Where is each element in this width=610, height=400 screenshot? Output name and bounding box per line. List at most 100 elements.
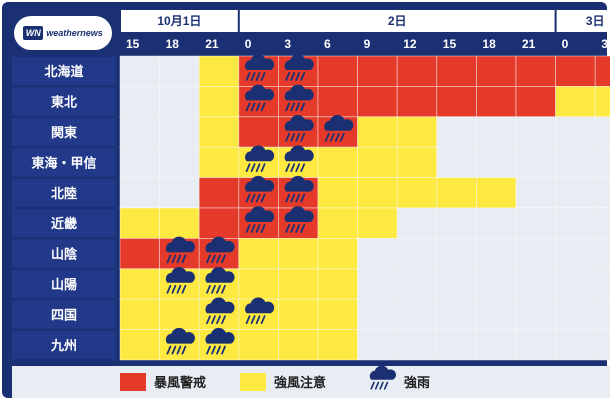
time-tick-label: 21 (205, 37, 219, 51)
forecast-cell (198, 86, 240, 118)
region-label-cell (12, 239, 116, 268)
forecast-cell (119, 207, 160, 239)
rain-streak (166, 345, 172, 355)
forecast-cell (238, 116, 279, 148)
rain-streak (171, 284, 177, 294)
rain-streak (216, 254, 221, 264)
heavy-rain-icon (205, 297, 235, 325)
rain-streak (211, 345, 216, 355)
rain-streak (255, 193, 261, 203)
region-label: 近畿 (51, 216, 77, 231)
rain-cloud-shape (284, 115, 314, 131)
rain-streak (290, 193, 296, 203)
rain-cloud-shape (245, 54, 275, 70)
rain-cloud-shape (284, 54, 314, 70)
forecast-cell (594, 298, 610, 331)
forecast-cell (396, 268, 438, 300)
forecast-cell (396, 329, 438, 361)
rain-streak (176, 345, 182, 355)
rain-streak (255, 72, 261, 81)
rain-streak (250, 224, 256, 233)
rain-streak (260, 72, 266, 81)
rain-streak (260, 315, 266, 325)
rain-streak (295, 193, 301, 203)
forecast-cell (594, 55, 610, 87)
forecast-cell (396, 146, 438, 178)
region-label: 九州 (50, 338, 77, 353)
rain-streak (334, 132, 340, 142)
rain-cloud-shape (324, 115, 354, 131)
forecast-cell (159, 146, 200, 178)
rain-streak (295, 72, 301, 81)
rain-streak (300, 132, 306, 142)
rain-cloud-shape (245, 206, 275, 222)
rain-cloud-shape (165, 267, 195, 283)
forecast-cell (555, 55, 596, 87)
date-header-cell (556, 10, 610, 32)
region-label-cell (12, 117, 116, 147)
rain-streak (290, 163, 296, 173)
forecast-cell (436, 86, 477, 118)
date-label: 10月1日 (157, 14, 201, 28)
forecast-cell (475, 55, 517, 87)
region-label: 山陽 (51, 277, 77, 292)
forecast-cell (317, 207, 358, 239)
forecast-cell (555, 177, 596, 209)
region-label: 東北 (51, 95, 77, 110)
rain-cloud-shape (205, 297, 235, 314)
rain-streak (255, 163, 261, 173)
time-tick-label: 0 (562, 37, 569, 51)
forecast-cell (159, 116, 200, 148)
forecast-cell (159, 177, 200, 209)
forecast-cell (475, 177, 517, 209)
heavy-rain-icon (324, 115, 354, 142)
forecast-cell (436, 55, 477, 87)
rain-streak (290, 102, 296, 112)
heavy-rain-icon (245, 54, 275, 81)
rain-cloud-shape (205, 327, 235, 344)
forecast-cell (198, 116, 240, 148)
forecast-cell (317, 55, 358, 87)
time-tick-label: 9 (364, 37, 371, 51)
forecast-cell (515, 177, 556, 209)
heavy-rain-icon (284, 54, 314, 81)
forecast-cell (515, 116, 556, 148)
rain-streak (166, 284, 172, 294)
rain-streak (245, 315, 251, 325)
forecast-cell (396, 298, 438, 331)
rain-streak (250, 72, 256, 81)
legend-swatch (120, 373, 146, 391)
forecast-cell (357, 237, 398, 270)
forecast-cell (594, 116, 610, 148)
forecast-cell (357, 268, 398, 300)
rain-streak (221, 254, 226, 264)
rain-streak (211, 284, 216, 294)
legend-rain-icon (369, 365, 396, 390)
rain-streak (216, 315, 221, 325)
time-tick-label: 3時 (601, 36, 610, 51)
forecast-cell (198, 177, 240, 209)
rain-streak (250, 193, 256, 203)
forecast-cell (436, 116, 477, 148)
rain-streak (300, 163, 306, 173)
forecast-cell (357, 55, 398, 87)
heavy-rain-icon (284, 206, 314, 233)
time-tick-label: 21 (522, 37, 536, 51)
forecast-cell (594, 329, 610, 361)
forecast-cell (475, 268, 517, 300)
region-label: 四国 (51, 307, 77, 322)
rain-cloud-shape (245, 145, 275, 162)
forecast-cell (515, 329, 556, 361)
forecast-cell (357, 86, 398, 118)
forecast-cell (594, 237, 610, 270)
forecast-cell (238, 268, 279, 300)
forecast-cell (277, 298, 319, 331)
heavy-rain-icon (245, 175, 275, 203)
forecast-cell (119, 55, 160, 87)
rain-streak (245, 102, 251, 112)
rain-cloud-shape (284, 145, 314, 162)
region-label: 山陰 (51, 247, 78, 262)
rain-streak (216, 284, 221, 294)
